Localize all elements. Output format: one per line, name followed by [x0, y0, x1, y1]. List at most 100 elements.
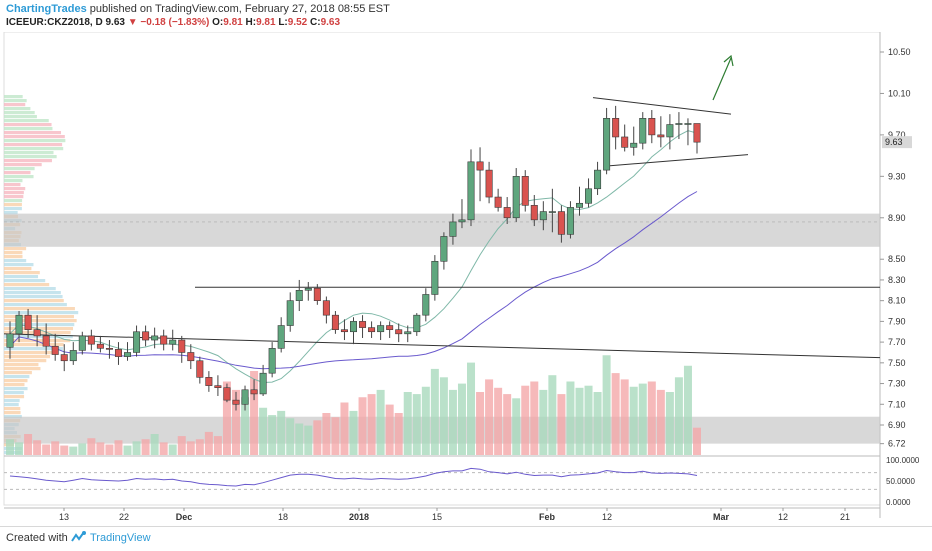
volume-profile-bar — [4, 363, 38, 366]
volume-bar — [612, 373, 620, 455]
candle-body — [359, 321, 365, 327]
volume-profile-bar — [4, 411, 21, 414]
volume-bar — [458, 384, 466, 455]
volume-bar — [368, 394, 376, 455]
symbol-info: ICEEUR:CKZ2018, D 9.63 ▼ −0.18 (−1.83%) … — [6, 17, 340, 28]
volume-bar — [548, 375, 556, 455]
volume-profile-bar — [4, 123, 52, 126]
volume-profile-bar — [4, 135, 65, 138]
high-label: H: — [246, 17, 257, 28]
volume-bar — [187, 441, 195, 455]
candle-body — [34, 330, 40, 336]
candle-body — [459, 220, 465, 222]
low-value: 9.52 — [288, 17, 307, 28]
candle-body — [278, 326, 284, 349]
candle-body — [97, 344, 103, 348]
tradingview-brand[interactable]: TradingView — [90, 532, 151, 544]
volume-profile-bar — [4, 131, 61, 134]
candle-body — [88, 336, 94, 344]
time-tick-label: Mar — [713, 512, 730, 522]
volume-bar — [169, 445, 177, 456]
volume-profile-bar — [4, 195, 23, 198]
volume-bar — [142, 439, 150, 455]
volume-profile-bar — [4, 299, 64, 302]
volume-bar — [87, 438, 95, 455]
volume-bar — [621, 379, 629, 455]
time-tick-label: 12 — [602, 512, 612, 522]
volume-bar — [512, 398, 520, 455]
candle-body — [115, 349, 121, 356]
volume-bar — [594, 392, 602, 455]
last-price-label: 9.63 — [885, 137, 903, 147]
candle-body — [531, 205, 537, 220]
candle-body — [504, 207, 510, 217]
volume-bar — [60, 446, 68, 455]
symbol[interactable]: ICEEUR:CKZ2018, D — [6, 17, 103, 28]
volume-profile-bar — [4, 379, 27, 382]
candle-body — [477, 162, 483, 170]
volume-bar — [69, 447, 77, 455]
volume-profile-bar — [4, 287, 56, 290]
rsi-tick-label: 100.0000 — [886, 456, 920, 465]
volume-profile-bar — [4, 359, 46, 362]
candle-body — [323, 301, 329, 316]
candle-body — [341, 330, 347, 332]
candle-body — [603, 118, 609, 170]
volume-bar — [33, 440, 41, 455]
candle-body — [667, 125, 673, 137]
candle-body — [368, 328, 374, 332]
volume-profile-bar — [4, 355, 50, 358]
candle-body — [585, 189, 591, 204]
volume-bar — [557, 394, 565, 455]
candle-body — [133, 332, 139, 353]
volume-profile-bar — [4, 203, 22, 206]
candle-body — [305, 288, 311, 290]
price-tick-label: 8.50 — [888, 254, 906, 264]
volume-profile-bar — [4, 183, 20, 186]
volume-profile-bar — [4, 95, 23, 98]
volume-bar — [42, 445, 50, 456]
volume-profile-bar — [4, 267, 31, 270]
volume-bar — [521, 386, 529, 455]
candle-body — [224, 388, 230, 400]
volume-profile-bar — [4, 383, 24, 386]
chart-header: ChartingTrades published on TradingView.… — [0, 0, 932, 32]
volume-bar — [105, 445, 113, 456]
created-with-text: Created with — [6, 532, 68, 544]
volume-profile-bar — [4, 167, 35, 170]
volume-profile-bar — [4, 247, 26, 250]
volume-profile-bar — [4, 171, 31, 174]
volume-profile-bar — [4, 175, 34, 178]
time-tick-label: Dec — [176, 512, 193, 522]
candle-body — [160, 336, 166, 344]
volume-bar — [503, 394, 511, 455]
candle-body — [142, 332, 148, 340]
candle-body — [179, 340, 185, 352]
volume-bar — [675, 377, 683, 455]
candle-body — [441, 236, 447, 261]
volume-bar — [684, 366, 692, 455]
time-tick-label: 18 — [278, 512, 288, 522]
candle-body — [170, 340, 176, 344]
price-tick-label: 10.50 — [888, 47, 911, 57]
time-tick-label: 15 — [432, 512, 442, 522]
open-label: O: — [212, 17, 223, 28]
candle-body — [314, 288, 320, 300]
volume-bar — [377, 390, 385, 455]
candle-body — [631, 143, 637, 147]
volume-profile-bar — [4, 311, 78, 314]
candle-body — [242, 390, 248, 405]
volume-profile-bar — [4, 143, 62, 146]
volume-bar — [160, 442, 168, 455]
candle-body — [423, 294, 429, 315]
close-value: 9.63 — [321, 17, 340, 28]
author-name[interactable]: ChartingTrades — [6, 3, 87, 15]
volume-bar — [395, 413, 403, 455]
volume-bar — [268, 415, 276, 455]
candle-body — [432, 261, 438, 294]
tradingview-logo-icon — [70, 530, 88, 544]
volume-profile-bar — [4, 111, 35, 114]
candle-body — [495, 197, 501, 207]
candle-body — [676, 123, 682, 124]
